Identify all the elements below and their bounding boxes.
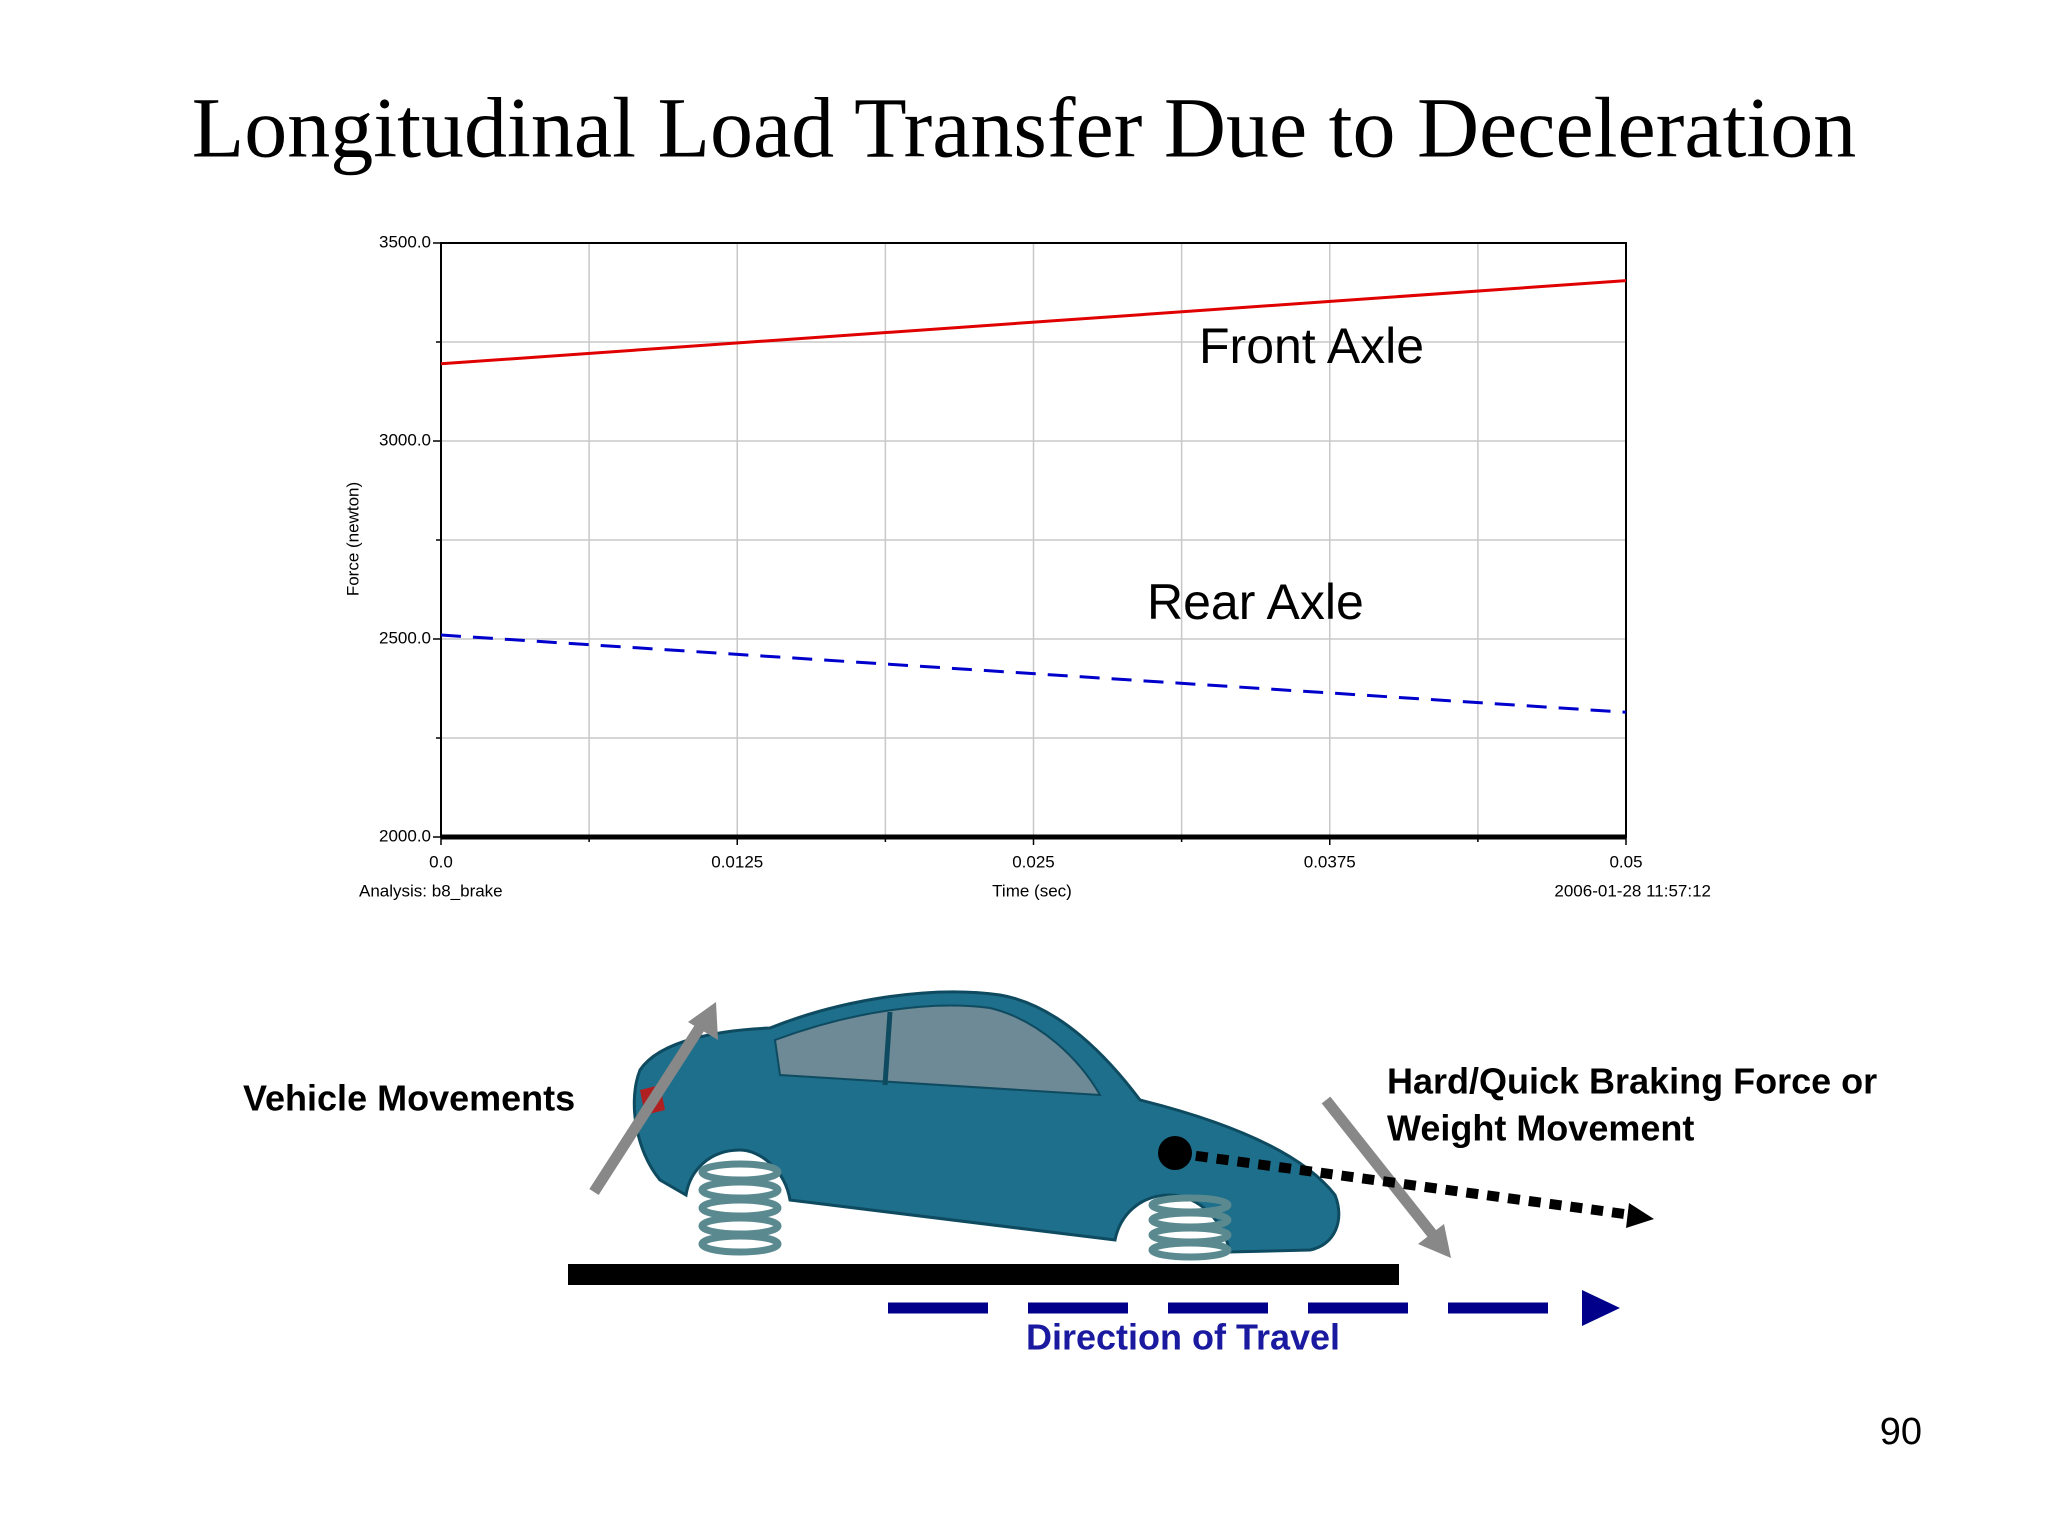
direction-arrowhead — [1582, 1290, 1620, 1326]
chart: Force (newton) Time (sec) Analysis: b8_b… — [343, 232, 1711, 900]
car-window — [773, 1004, 1102, 1097]
y-tick-label: 2500.0 — [379, 628, 431, 647]
ground-bar — [568, 1264, 1399, 1285]
series-label: Rear Axle — [1147, 574, 1364, 630]
vehicle-label: Vehicle Movements — [243, 1078, 575, 1119]
x-tick-label: 0.05 — [1609, 852, 1642, 871]
y-tick-label: 3000.0 — [379, 430, 431, 449]
diagram: Vehicle Movements Hard/Quick Braking For… — [243, 990, 1877, 1358]
y-tick-label: 3500.0 — [379, 232, 431, 251]
center-of-gravity — [1158, 1136, 1192, 1170]
weight-arrowhead — [1626, 1203, 1654, 1228]
movement-arrow — [589, 1021, 707, 1195]
x-tick-label: 0.0 — [429, 852, 453, 871]
movement-arrowhead — [688, 1002, 718, 1040]
y-tick-label: 2000.0 — [379, 826, 431, 845]
analysis-label: Analysis: b8_brake — [359, 881, 503, 900]
page-number: 90 — [1880, 1411, 1922, 1453]
timestamp: 2006-01-28 11:57:12 — [1554, 881, 1711, 900]
series-label: Front Axle — [1199, 318, 1424, 374]
series-line — [440, 279, 1627, 366]
y-axis-label: Force (newton) — [343, 482, 362, 596]
front-spring — [1148, 1194, 1232, 1261]
direction-label: Direction of Travel — [1026, 1317, 1340, 1358]
braking-label: Weight Movement — [1387, 1108, 1694, 1149]
x-tick-label: 0.0375 — [1304, 852, 1356, 871]
braking-arrowhead — [1418, 1224, 1451, 1258]
x-tick-label: 0.025 — [1012, 852, 1055, 871]
rear-spring — [698, 1160, 782, 1256]
car-pillar — [882, 1011, 893, 1086]
braking-label: Hard/Quick Braking Force or — [1387, 1061, 1877, 1102]
x-axis-label: Time (sec) — [992, 881, 1072, 900]
series-line — [440, 633, 1627, 714]
slide-title: Longitudinal Load Transfer Due to Decele… — [192, 80, 1857, 176]
weight-line — [1174, 1148, 1633, 1220]
x-tick-label: 0.0125 — [711, 852, 763, 871]
braking-arrow — [1321, 1096, 1442, 1244]
